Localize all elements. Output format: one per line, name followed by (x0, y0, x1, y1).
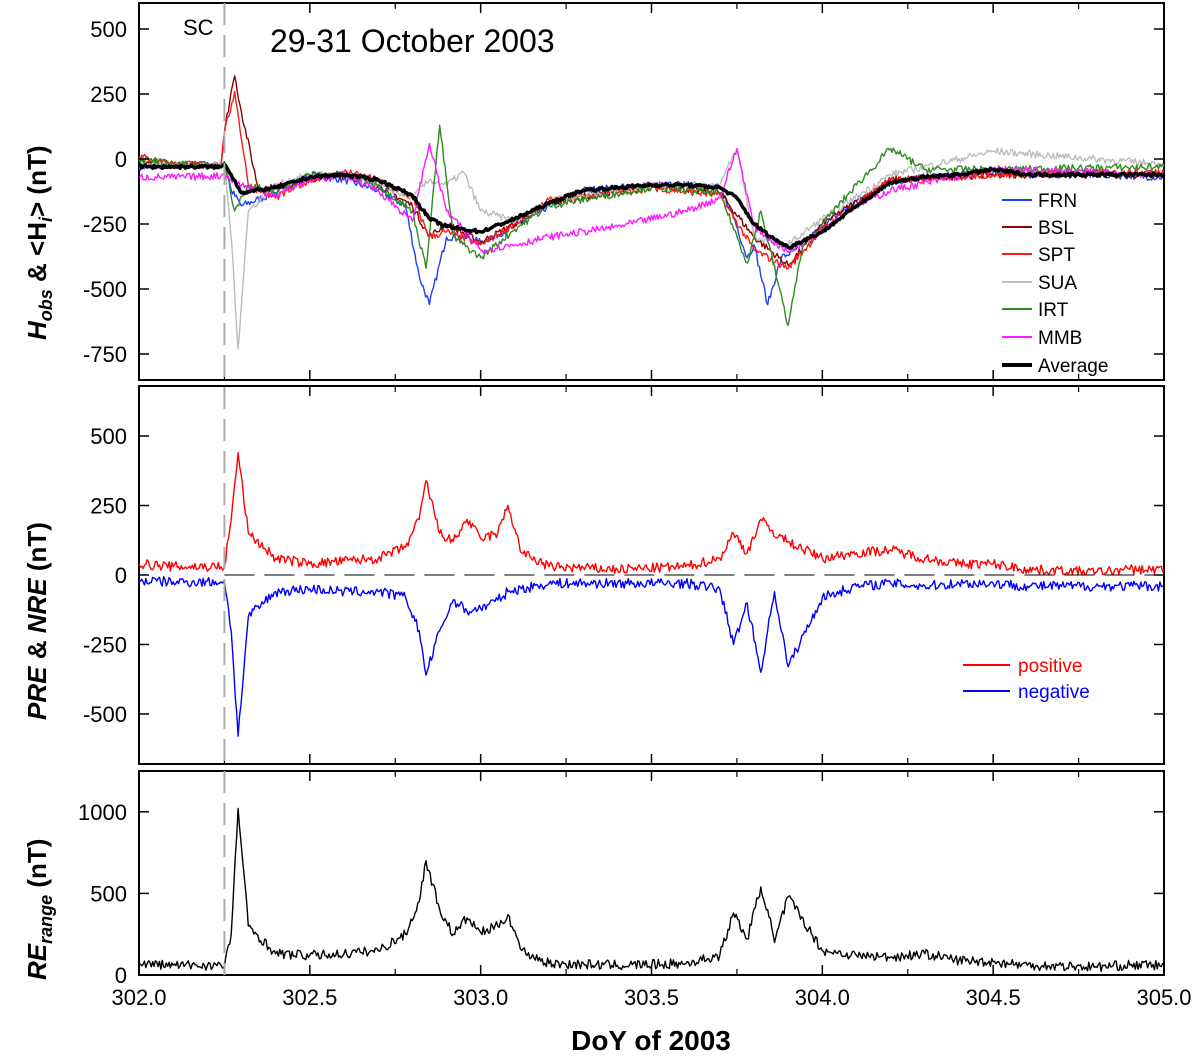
series-line-re-range (138, 807, 1165, 972)
panel-bottom-plot (138, 807, 1165, 972)
legend-label-bsl: BSL (1038, 218, 1074, 239)
legend-label-negative: negative (1018, 682, 1090, 703)
x-axis-label: DoY of 2003 (571, 1025, 731, 1056)
y-tick-label: 250 (90, 494, 127, 519)
y-axis-label-bottom: RErange (nT) (22, 839, 56, 980)
y-tick-label: 500 (90, 881, 127, 906)
x-tick-label: 302.0 (111, 985, 166, 1010)
legend-top: FRN BSL SPT SUA IRT MMB Average (1002, 191, 1108, 377)
legend-label-spt: SPT (1038, 245, 1075, 266)
y-tick-label: 500 (90, 17, 127, 42)
panel-top-frame (138, 2, 1165, 381)
y-tick-label: 0 (115, 963, 127, 988)
y-tick-label: -250 (83, 632, 127, 657)
legend-label-positive: positive (1018, 656, 1082, 677)
y-tick-label: -500 (83, 702, 127, 727)
panel-bottom-frame (138, 770, 1165, 976)
panel-middle-plot (138, 452, 1165, 737)
legend-middle: positive negative (963, 656, 1090, 703)
y-axis-label-middle: PRE & NRE (nT) (22, 522, 52, 720)
y-tick-label: 1000 (78, 800, 127, 825)
x-tick-label: 305.0 (1136, 985, 1191, 1010)
series-line-irt (138, 124, 1165, 327)
x-tick-label: 304.5 (966, 985, 1021, 1010)
legend-label-average: Average (1038, 356, 1108, 377)
axis-ticks: 500 250 0 -250 -500 -750 500 250 0 -250 -500 1000 50… (78, 3, 1192, 1010)
legend-label-sua: SUA (1038, 273, 1077, 294)
panel-top-plot (137, 75, 1166, 350)
series-line-sua (138, 147, 1165, 350)
series-line-negative (138, 576, 1165, 737)
y-tick-label: 500 (90, 424, 127, 449)
x-tick-label: 302.5 (282, 985, 337, 1010)
series-line-average (137, 162, 1166, 250)
series-line-positive (138, 452, 1165, 576)
y-tick-label: -750 (83, 342, 127, 367)
legend-label-frn: FRN (1038, 191, 1077, 212)
legend-label-irt: IRT (1038, 300, 1069, 321)
x-tick-label: 303.5 (624, 985, 679, 1010)
sc-annotation: SC (183, 15, 214, 40)
chart-title: 29-31 October 2003 (270, 23, 555, 59)
x-tick-label: 303.0 (453, 985, 508, 1010)
y-tick-label: 0 (115, 147, 127, 172)
series-line-mmb (138, 142, 1165, 254)
x-tick-label: 304.0 (795, 985, 850, 1010)
y-tick-label: 0 (115, 563, 127, 588)
y-tick-label: 250 (90, 82, 127, 107)
y-tick-label: -500 (83, 277, 127, 302)
y-tick-label: -250 (83, 212, 127, 237)
y-axis-label-top: Hobs & <Hi> (nT) (22, 146, 56, 341)
legend-label-mmb: MMB (1038, 328, 1082, 349)
